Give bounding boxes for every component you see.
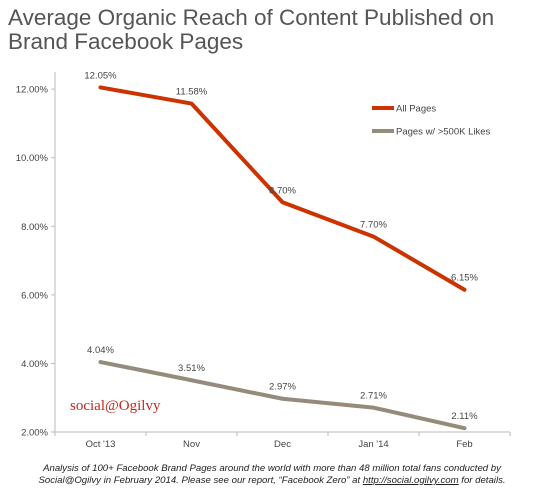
footnote-line-1: Analysis of 100+ Facebook Brand Pages ar… (43, 463, 501, 474)
data-label: 7.70% (360, 220, 387, 231)
footnote: Analysis of 100+ Facebook Brand Pages ar… (12, 463, 532, 487)
x-tick-label: Nov (183, 439, 200, 450)
y-tick-label: 2.00% (21, 428, 48, 439)
data-label: 6.15% (451, 273, 478, 284)
footnote-link[interactable]: http://social.ogilvy.com (362, 475, 459, 486)
chart-title: Average Organic Reach of Content Publish… (8, 6, 528, 54)
data-label: 2.11% (451, 411, 478, 422)
chart-title-line-2: Brand Facebook Pages (8, 29, 244, 54)
footnote-line-2-end: for details. (458, 475, 506, 486)
chart-title-line-1: Average Organic Reach of Content Publish… (8, 5, 495, 30)
data-label: 11.58% (176, 87, 208, 98)
legend-label: Pages w/ >500K Likes (396, 127, 491, 138)
x-tick-label: Oct '13 (86, 439, 116, 450)
footnote-line-2: Social@Ogilvy in February 2014. Please s… (38, 475, 363, 486)
data-label: 2.71% (360, 391, 387, 402)
data-label: 4.04% (87, 345, 114, 356)
y-tick-label: 10.00% (16, 153, 49, 164)
y-tick-label: 6.00% (21, 290, 48, 301)
data-label: 3.51% (178, 363, 205, 374)
series-line-large-pages (98, 360, 467, 431)
line-chart: 2.00% 4.00% 6.00% 8.00% 10.00% 12.00% Oct '13 N… (16, 70, 511, 450)
data-label: 8.70% (269, 185, 296, 196)
x-tick-label: Feb (456, 439, 472, 450)
y-tick-label: 8.00% (21, 222, 48, 233)
x-tick-label: Jan '14 (358, 439, 388, 450)
brand-logo: social@Ogilvy (70, 398, 161, 414)
y-tick-label: 4.00% (21, 359, 48, 370)
y-tick-label: 12.00% (16, 85, 49, 96)
legend-label: All Pages (396, 104, 436, 115)
series-line-all-pages (98, 85, 467, 292)
data-label: 2.97% (269, 382, 296, 393)
x-tick-label: Dec (274, 439, 291, 450)
data-label: 12.05% (84, 70, 117, 81)
